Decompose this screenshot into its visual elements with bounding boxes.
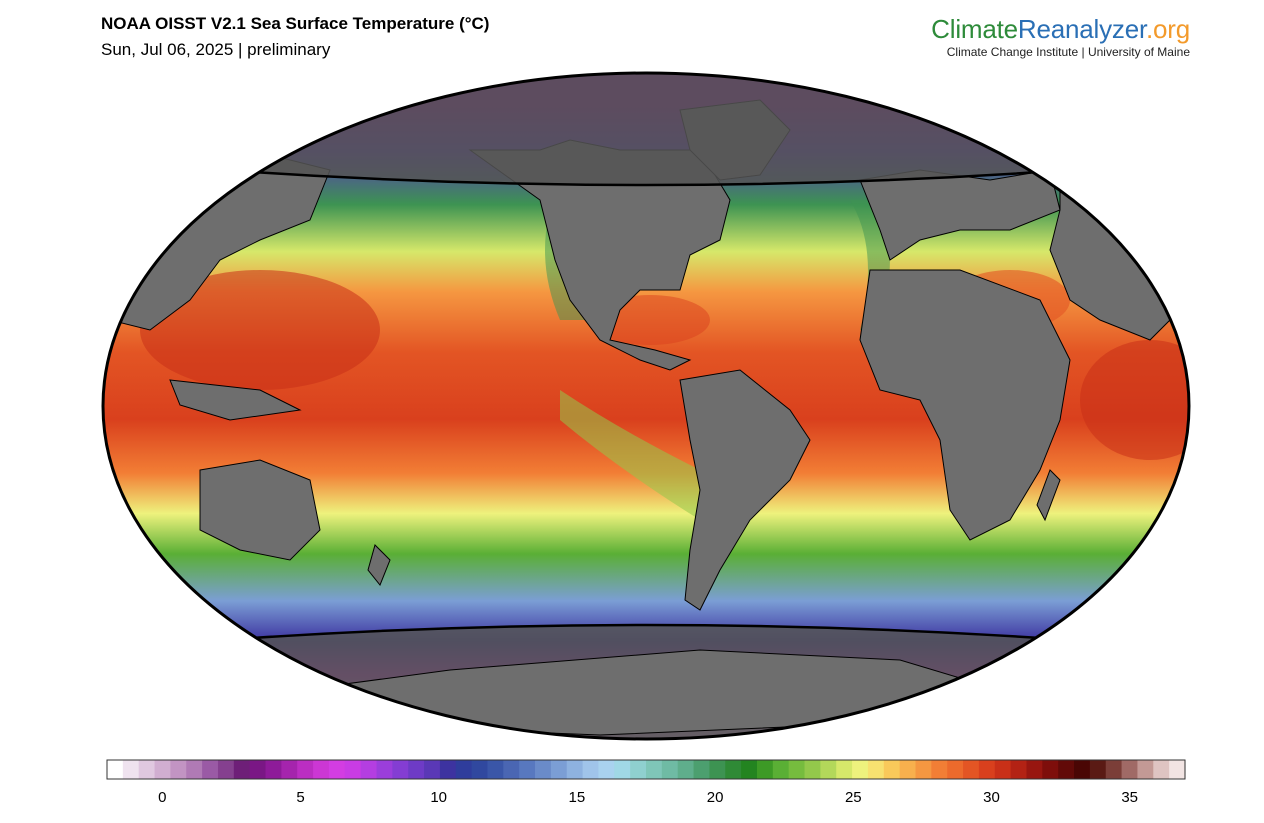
colorbar-cell	[820, 760, 837, 779]
west-pacific-warm-pool	[140, 270, 380, 390]
colorbar-tick-label: 0	[158, 789, 166, 806]
colorbar-cell	[186, 760, 203, 779]
colorbar-cell	[376, 760, 393, 779]
colorbar-cell	[756, 760, 774, 779]
colorbar-cells	[107, 760, 1186, 779]
colorbar-cell	[646, 760, 663, 779]
colorbar-cell	[994, 760, 1012, 779]
colorbar-cell	[677, 760, 695, 779]
colorbar-cell	[265, 760, 282, 779]
colorbar-cell	[471, 760, 489, 779]
colorbar-cell	[931, 760, 948, 779]
colorbar-cell	[487, 760, 504, 779]
colorbar-cell	[1121, 760, 1139, 779]
colorbar-cell	[392, 760, 409, 779]
colorbar-cell	[788, 760, 806, 779]
south-mask-boundary	[103, 623, 1189, 652]
colorbar-cell	[915, 760, 932, 779]
colorbar-cell	[566, 760, 584, 779]
colorbar-cell	[550, 760, 568, 779]
south-america-landmass	[679, 369, 811, 611]
colorbar-cell	[899, 760, 917, 779]
colorbar-cell	[360, 760, 378, 779]
colorbar-cell	[107, 760, 124, 779]
colorbar-cell	[883, 760, 901, 779]
colorbar-cell	[138, 760, 156, 779]
colorbar-cell	[233, 760, 251, 779]
colorbar-cell	[344, 760, 362, 779]
madagascar-landmass	[1036, 469, 1061, 522]
indonesia-landmass	[169, 379, 302, 421]
colorbar-cell	[1105, 760, 1123, 779]
peru-cold-tongue	[560, 390, 700, 520]
colorbar-cell	[328, 760, 346, 779]
colorbar-cell	[503, 760, 520, 779]
colorbar-cell	[202, 760, 219, 779]
colorbar-frame	[106, 759, 1186, 780]
colorbar-cell	[408, 760, 425, 779]
colorbar-tick-label: 15	[569, 789, 586, 806]
colorbar-cell	[455, 760, 473, 779]
colorbar-cell	[281, 760, 298, 779]
colorbar-cell	[947, 760, 964, 779]
colorbar-cell	[614, 760, 631, 779]
colorbar-tick-label: 25	[845, 789, 862, 806]
colorbar-cell	[963, 760, 980, 779]
colorbar-cell	[1089, 760, 1107, 779]
colorbar-cell	[598, 760, 615, 779]
colorbar-cell	[582, 760, 600, 779]
colorbar-cell	[709, 760, 726, 779]
colorbar-cell	[1153, 760, 1170, 779]
new-zealand-landmass	[367, 544, 391, 586]
colorbar-cell	[1074, 760, 1091, 779]
colorbar-ticks: 0 5 10 15 20 25 30 35	[158, 789, 1138, 806]
colorbar-cell	[424, 760, 441, 779]
colorbar-cell	[1137, 760, 1154, 779]
colorbar-cell	[772, 760, 790, 779]
colorbar-cell	[313, 760, 330, 779]
colorbar-cell	[297, 760, 314, 779]
colorbar-cell	[1042, 760, 1059, 779]
colorbar-tick-label: 5	[296, 789, 304, 806]
colorbar-cell	[217, 760, 235, 779]
map-title: NOAA OISST V2.1 Sea Surface Temperature …	[101, 14, 490, 33]
colorbar-cell	[439, 760, 457, 779]
australia-landmass	[199, 459, 321, 561]
colorbar-cell	[693, 760, 711, 779]
colorbar-cell	[804, 760, 821, 779]
colorbar-cell	[1010, 760, 1028, 779]
colorbar-cell	[170, 760, 187, 779]
brand-logo[interactable]: ClimateReanalyzer.org	[931, 14, 1190, 45]
brand-name-part3: .org	[1145, 14, 1190, 44]
map-outline	[101, 71, 1191, 741]
colorbar-cell	[519, 760, 536, 779]
colorbar-cell	[725, 760, 742, 779]
colorbar-cell	[836, 760, 853, 779]
colorbar-cell	[154, 760, 172, 779]
colorbar-cell	[1026, 760, 1043, 779]
colorbar-cell	[535, 760, 552, 779]
colorbar-cell	[630, 760, 647, 779]
colorbar-cell	[661, 760, 679, 779]
colorbar-cell	[122, 760, 140, 779]
colorbar-cell	[852, 760, 869, 779]
brand-tagline: Climate Change Institute | University of…	[946, 45, 1190, 59]
colorbar-tick-label: 20	[707, 789, 724, 806]
colorbar-tick-label: 10	[430, 789, 447, 806]
colorbar-cell	[249, 760, 267, 779]
colorbar-cell	[1169, 760, 1186, 779]
colorbar-cell	[741, 760, 758, 779]
africa-landmass	[859, 269, 1071, 541]
brand-name-part2: Reanalyzer	[1017, 14, 1146, 44]
colorbar-tick-label: 30	[983, 789, 1000, 806]
colorbar-tick-label: 35	[1121, 789, 1138, 806]
colorbar-cell	[978, 760, 996, 779]
map-subtitle: Sun, Jul 06, 2025 | preliminary	[101, 40, 331, 59]
colorbar-cell	[1058, 760, 1075, 779]
colorbar-cell	[867, 760, 885, 779]
brand-name-part1: Climate	[931, 14, 1018, 44]
